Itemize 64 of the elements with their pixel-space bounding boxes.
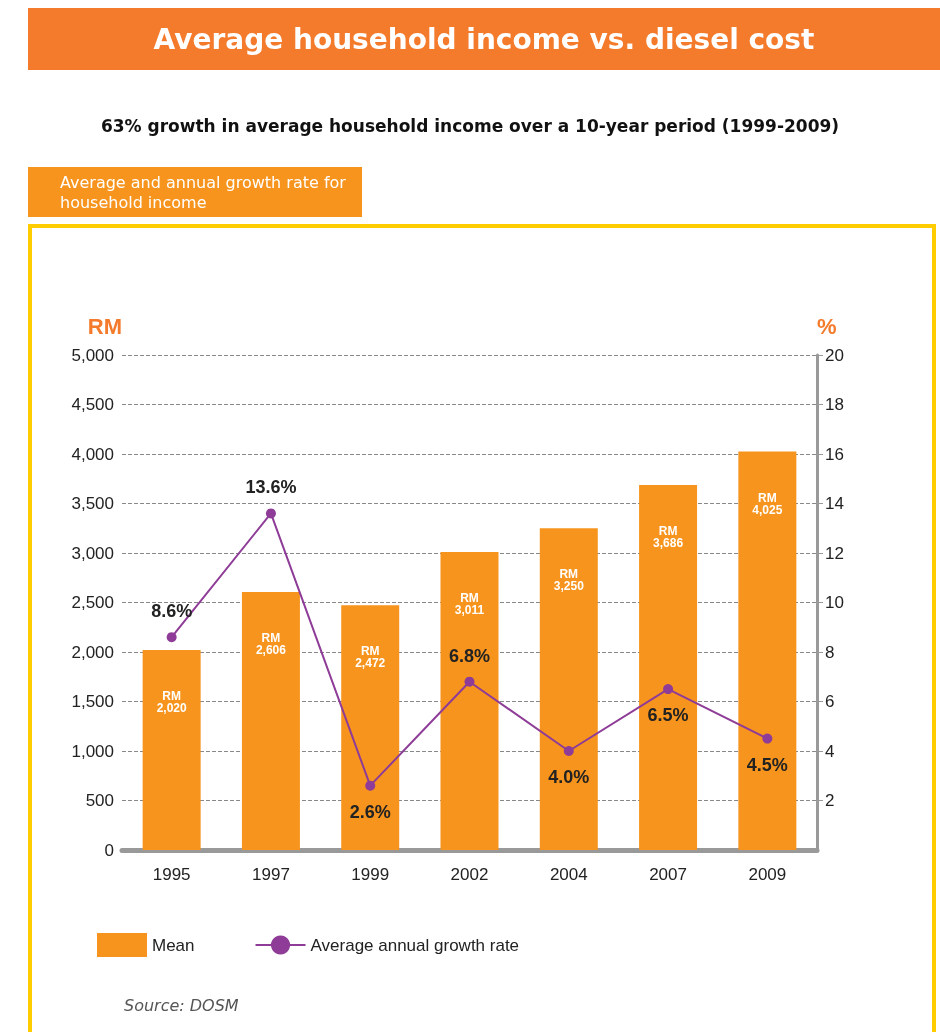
y-tick-label: 5,000 [71, 345, 114, 365]
y2-tick-label: 12 [825, 543, 844, 563]
y-tick-label: 4,500 [71, 395, 114, 414]
bar [639, 485, 698, 850]
x-tick-label: 1997 [252, 865, 290, 884]
x-tick-label: 2007 [649, 865, 687, 884]
y-tick-label: 1,500 [71, 692, 114, 711]
point [265, 508, 276, 519]
legend-label: Mean [152, 935, 195, 955]
data-label: RM 2,020 [156, 689, 187, 716]
bar [440, 551, 499, 850]
chart-title: Average household income vs. diesel cost [28, 8, 940, 70]
y-tick-label: 2,500 [71, 593, 114, 612]
source-note: Source: DOSM [124, 996, 239, 1015]
x-tick-label: 1995 [152, 865, 191, 884]
y2-tick-label: 20 [825, 345, 844, 365]
legend-label: Average annual growth rate [310, 935, 520, 955]
y-tick-label: 3,000 [71, 543, 114, 563]
chart-subtitle: 63% growth in average household income over a 10-year period (1999-2009) [99, 116, 841, 136]
data-label: RM 3,686 [653, 524, 684, 551]
y-axis-title: RM [87, 313, 122, 339]
x-tick-label: 1999 [351, 865, 390, 884]
data-label: RM 4,025 [752, 490, 783, 517]
data-label: 8.6% [151, 601, 193, 622]
y2-tick-label: 16 [825, 444, 844, 464]
point [563, 746, 574, 756]
y-tick-label: 0 [104, 840, 114, 860]
data-label: 2.6% [349, 801, 391, 822]
point [762, 733, 773, 744]
y2-tick-label: 4 [825, 741, 835, 761]
data-label: RM 2,472 [355, 644, 386, 671]
y-tick-label: 500 [85, 791, 114, 810]
y2-tick-label: 2 [825, 791, 835, 810]
data-label: 4.5% [746, 754, 788, 775]
text: Average and annual growth rate for household income [28, 167, 362, 217]
y-tick-label: 3,500 [71, 494, 114, 513]
y2-tick-label: 8 [825, 642, 835, 662]
point [166, 632, 177, 643]
point [365, 780, 376, 791]
bar [142, 650, 201, 850]
y-tick-label: 4,000 [71, 444, 114, 464]
data-label: RM 3,011 [454, 590, 485, 617]
y2-tick-label: 18 [825, 395, 844, 414]
y2-axis-title: % [817, 313, 837, 339]
data-label: 4.0% [548, 767, 590, 787]
x-tick-label: 2009 [748, 865, 787, 884]
bar [341, 605, 400, 850]
bar [241, 592, 300, 850]
data-label: RM 3,250 [553, 567, 585, 594]
data-label: RM 2,606 [255, 631, 287, 658]
y2-tick-label: 6 [825, 692, 835, 711]
data-label: 6.8% [448, 645, 491, 666]
x-tick-label: 2004 [549, 865, 588, 884]
y2-tick-label: 14 [825, 494, 844, 513]
y2-tick-label: 10 [825, 593, 844, 612]
point [464, 676, 475, 687]
y-tick-label: 2,000 [71, 642, 114, 662]
data-label: 13.6% [245, 477, 297, 498]
point [663, 684, 674, 695]
bar [738, 451, 797, 850]
bar [539, 528, 598, 850]
y-tick-label: 1,000 [71, 741, 114, 761]
x-tick-label: 2002 [450, 865, 489, 884]
data-label: 6.5% [647, 705, 689, 726]
